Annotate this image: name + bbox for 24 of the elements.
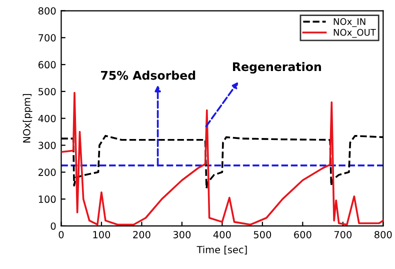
y-axis-title: NOx[ppm] — [22, 94, 32, 142]
x-tick-label: 200 — [133, 230, 150, 238]
annotation: 75% Adsorbed — [101, 70, 196, 80]
x-tick-label: 100 — [93, 230, 110, 238]
x-tick-label: 700 — [334, 230, 352, 238]
x-tick-label: 800 — [374, 230, 392, 238]
y-tick-label: 800 — [38, 7, 56, 15]
x-axis-title: Time [sec] — [196, 246, 247, 254]
x-tick-label: 0 — [58, 230, 64, 238]
y-tick-label: 0 — [50, 222, 56, 230]
x-tick-label: 500 — [254, 230, 272, 238]
legend-label: NOx_IN — [334, 18, 366, 27]
x-tick-label: 300 — [173, 230, 191, 238]
y-tick-label: 700 — [38, 34, 56, 42]
y-tick-label: 100 — [38, 196, 56, 203]
annotation: Regeneration — [233, 62, 321, 74]
x-tick-label: 600 — [294, 230, 312, 238]
y-tick-label: 200 — [38, 168, 56, 176]
y-tick-label: 500 — [38, 88, 56, 96]
y-tick-label: 300 — [38, 142, 56, 150]
y-tick-label: 400 — [38, 114, 56, 122]
y-tick-label: 600 — [38, 61, 56, 68]
x-tick-label: 400 — [213, 230, 231, 238]
legend-label: NOx_OUT — [334, 28, 376, 38]
